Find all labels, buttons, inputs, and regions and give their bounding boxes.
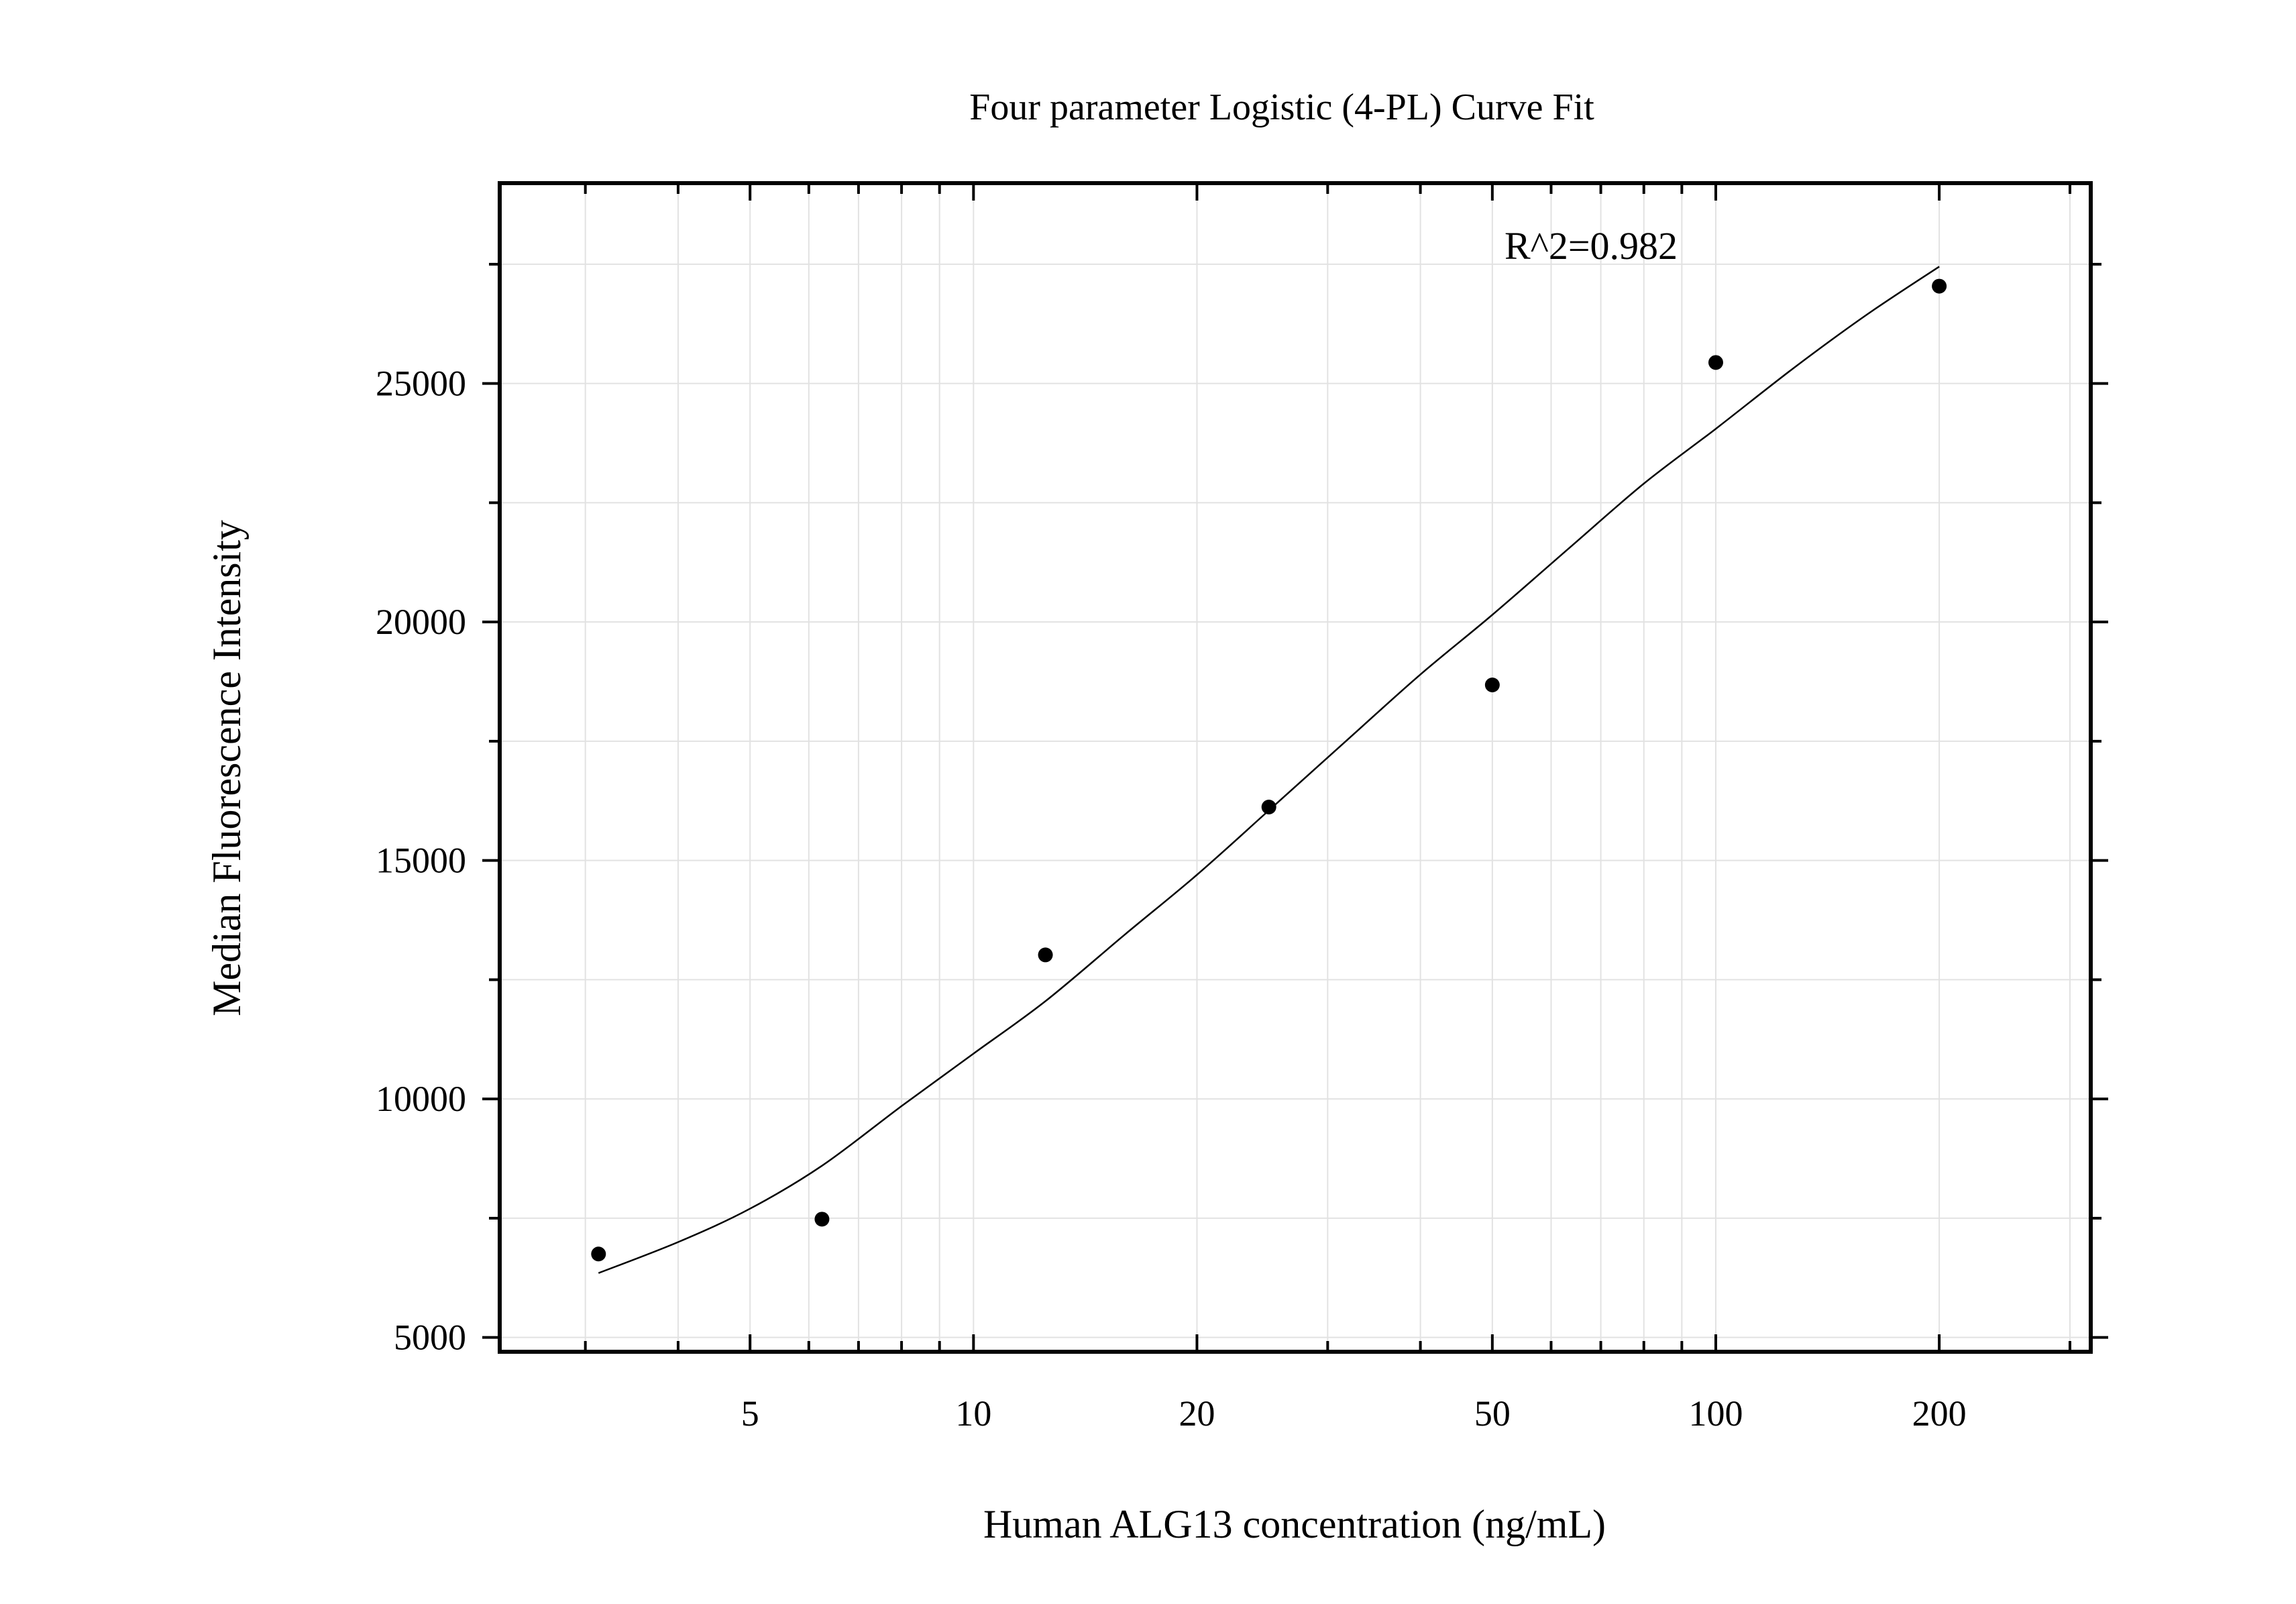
data-point xyxy=(1708,355,1723,370)
r-squared-annotation: R^2=0.982 xyxy=(1505,224,1678,268)
y-tick-label: 15000 xyxy=(376,841,466,881)
x-tick-labels: 5 10 20 50 100 200 xyxy=(741,1393,1967,1434)
data-points xyxy=(591,278,1947,1262)
y-tick-label: 5000 xyxy=(394,1318,466,1358)
tick-layer xyxy=(482,183,2108,1352)
grid-layer xyxy=(500,183,2091,1352)
x-tick-label: 10 xyxy=(955,1393,991,1434)
y-tick-label: 25000 xyxy=(376,364,466,404)
x-tick-label: 100 xyxy=(1688,1393,1743,1434)
data-point xyxy=(1932,278,1947,294)
data-point xyxy=(1261,800,1276,815)
y-tick-label: 10000 xyxy=(376,1079,466,1119)
y-tick-labels: 5000 10000 15000 20000 25000 xyxy=(376,364,466,1358)
y-axis-label: Median Fluorescence Intensity xyxy=(205,520,249,1016)
x-tick-label: 20 xyxy=(1179,1393,1215,1434)
data-point xyxy=(1038,947,1053,963)
x-axis-label: Human ALG13 concentration (ng/mL) xyxy=(983,1502,1606,1546)
data-point xyxy=(591,1246,606,1262)
data-point xyxy=(1484,677,1500,692)
x-tick-label: 5 xyxy=(741,1393,759,1434)
x-tick-label: 200 xyxy=(1912,1393,1967,1434)
chart-title: Four parameter Logistic (4-PL) Curve Fit xyxy=(969,87,1594,128)
plot-frame xyxy=(498,181,2093,1354)
y-tick-label: 20000 xyxy=(376,602,466,642)
data-point xyxy=(814,1212,830,1227)
x-tick-label: 50 xyxy=(1474,1393,1511,1434)
fit-curve xyxy=(598,266,1940,1274)
